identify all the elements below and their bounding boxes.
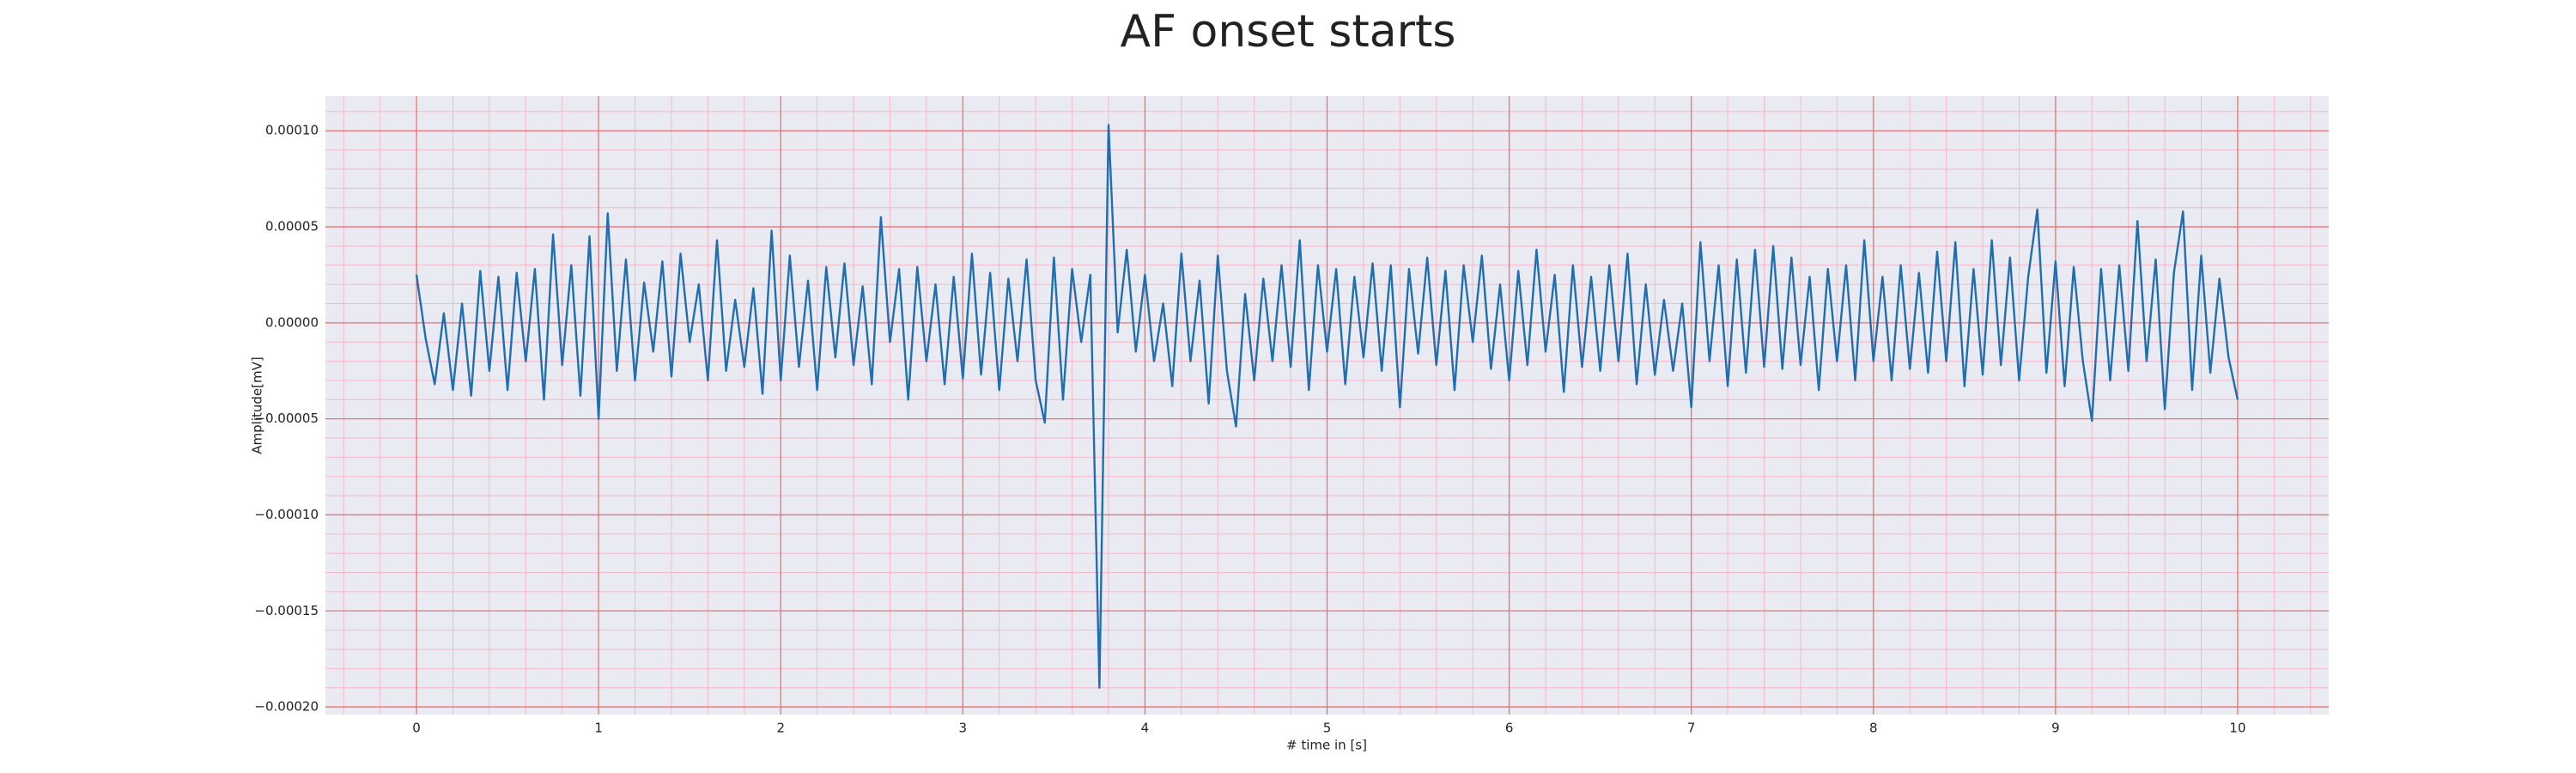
y-tick-label: 0.00005 [265, 219, 319, 234]
y-tick-label: 0.00010 [265, 123, 319, 138]
x-tick-label: 10 [2229, 721, 2245, 736]
x-tick-label: 0 [412, 721, 421, 736]
x-tick-label: 6 [1505, 721, 1514, 736]
y-tick-label: 0.00000 [265, 314, 319, 330]
y-axis-label: Amplitude[mV] [250, 356, 265, 453]
signal-line [415, 124, 2239, 689]
x-tick-label: 7 [1687, 721, 1696, 736]
x-tick-label: 4 [1141, 721, 1150, 736]
y-tick-label: −0.00005 [254, 411, 319, 426]
x-tick-label: 3 [959, 721, 968, 736]
x-tick-label: 2 [776, 721, 785, 736]
y-tick-label: −0.00020 [254, 699, 319, 715]
x-tick-label: 1 [594, 721, 603, 736]
x-tick-label: 8 [1869, 721, 1878, 736]
x-tick-label: 5 [1323, 721, 1332, 736]
x-axis-label: # time in [s] [1286, 738, 1367, 753]
chart-title: AF onset starts [1121, 6, 1456, 58]
x-tick-label: 9 [2051, 721, 2060, 736]
y-tick-label: −0.00010 [254, 507, 319, 522]
y-tick-label: −0.00015 [254, 603, 319, 618]
